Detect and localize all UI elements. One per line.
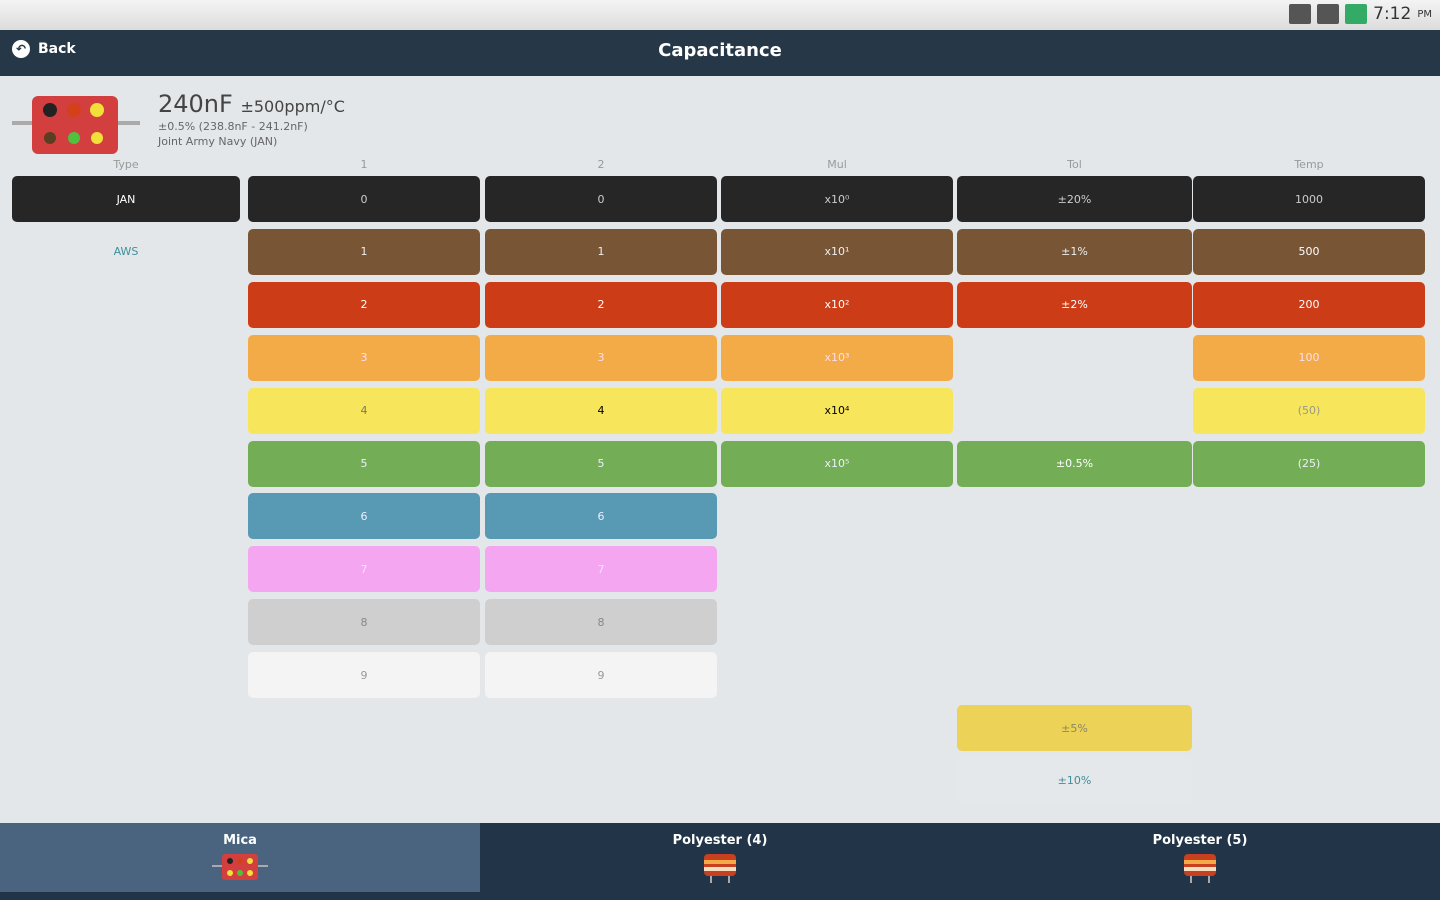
digit2-band-option[interactable]: 2 (485, 281, 717, 328)
mica-capacitor-icon (12, 96, 140, 154)
battery-icon (1345, 4, 1368, 24)
tolerance-band-option[interactable]: ±5% (957, 705, 1192, 751)
digit2-band-option[interactable]: 8 (485, 599, 717, 646)
digit1-band-option[interactable]: 2 (248, 281, 480, 328)
status-bar: 7:12 PM (0, 0, 1440, 30)
polyester-capacitor-icon (1184, 854, 1216, 883)
column-header-digit2: 2 (597, 158, 605, 171)
column-header-temp: Temp (1294, 158, 1324, 171)
digit1-band-option[interactable]: 6 (248, 493, 480, 540)
temp-band-option[interactable]: 100 (1193, 334, 1425, 381)
tab-mica[interactable]: Mica (0, 823, 480, 892)
tolerance-band-option[interactable]: ±2% (957, 281, 1192, 328)
tolerance-band-option[interactable]: ±1% (957, 228, 1192, 275)
back-arrow-icon: ↶ (12, 40, 30, 58)
temp-band-option[interactable]: 200 (1193, 281, 1425, 328)
capacitor-type: Joint Army Navy (JAN) (158, 135, 278, 148)
column-header-tolerance: Tol (1067, 158, 1082, 171)
polyester-capacitor-icon (704, 854, 736, 883)
temp-band-option[interactable]: 1000 (1193, 176, 1425, 222)
temp-band-option[interactable]: 500 (1193, 228, 1425, 275)
tab-polyester-5[interactable]: Polyester (5) (960, 823, 1440, 900)
temp-band-option[interactable]: (50) (1193, 387, 1425, 434)
page-title: Capacitance (658, 40, 782, 61)
back-label: Back (38, 41, 76, 57)
digit2-band-option[interactable]: 9 (485, 652, 717, 699)
multiplier-band-option[interactable]: x10³ (721, 334, 953, 381)
column-header-multiplier: Mul (827, 158, 847, 171)
digit2-band-option[interactable]: 6 (485, 493, 717, 540)
capacitance-summary: 240nF ±500ppm/°C ±0.5% (238.8nF - 241.2n… (158, 90, 345, 148)
digit1-band-option[interactable]: 5 (248, 440, 480, 487)
temp-band-option[interactable]: (25) (1193, 440, 1425, 487)
digit1-band-option[interactable]: 9 (248, 652, 480, 699)
tolerance-band-option[interactable]: ±20% (957, 176, 1192, 222)
digit2-band-option[interactable]: 7 (485, 546, 717, 593)
multiplier-band-option[interactable]: x10¹ (721, 228, 953, 275)
clock: 7:12 (1373, 4, 1412, 24)
tab-label: Mica (223, 833, 257, 848)
clock-ampm: PM (1417, 8, 1432, 20)
digit1-band-option[interactable]: 0 (248, 176, 480, 222)
tab-label: Polyester (4) (672, 833, 768, 848)
capacitor-type-tabs: Mica Polyester (4) Polyester (5) (0, 823, 1440, 900)
back-button[interactable]: ↶ Back (12, 40, 76, 58)
tab-label: Polyester (5) (1152, 833, 1248, 848)
digit1-band-option[interactable]: 4 (248, 387, 480, 434)
tolerance-band-option[interactable]: ±0.5% (957, 440, 1192, 487)
digit1-band-option[interactable]: 1 (248, 228, 480, 275)
type-band-option[interactable]: AWS (12, 228, 240, 275)
digit2-band-option[interactable]: 4 (485, 387, 717, 434)
type-band-option[interactable]: JAN (12, 176, 240, 222)
column-header-type: Type (113, 158, 139, 171)
digit1-band-option[interactable]: 7 (248, 546, 480, 593)
digit2-band-option[interactable]: 1 (485, 228, 717, 275)
signal-icon (1317, 4, 1340, 24)
digit1-band-option[interactable]: 3 (248, 334, 480, 381)
digit2-band-option[interactable]: 5 (485, 440, 717, 487)
digit1-band-option[interactable]: 8 (248, 599, 480, 646)
digit2-band-option[interactable]: 3 (485, 334, 717, 381)
tempco-value: ±500ppm/°C (240, 97, 345, 116)
digit2-band-option[interactable]: 0 (485, 176, 717, 222)
capacitance-value: 240nF (158, 90, 233, 118)
multiplier-band-option[interactable]: x10² (721, 281, 953, 328)
multiplier-band-option[interactable]: x10⁴ (721, 387, 953, 434)
multiplier-band-option[interactable]: x10⁵ (721, 440, 953, 487)
tolerance-range: ±0.5% (238.8nF - 241.2nF) (158, 120, 308, 133)
mica-capacitor-icon (212, 854, 268, 880)
tab-polyester-4[interactable]: Polyester (4) (480, 823, 960, 900)
multiplier-band-option[interactable]: x10⁰ (721, 176, 953, 222)
title-bar: ↶ Back Capacitance (0, 30, 1440, 76)
tolerance-band-option[interactable]: ±10% (957, 757, 1192, 804)
column-header-digit1: 1 (360, 158, 368, 171)
sd-card-icon (1289, 4, 1312, 24)
